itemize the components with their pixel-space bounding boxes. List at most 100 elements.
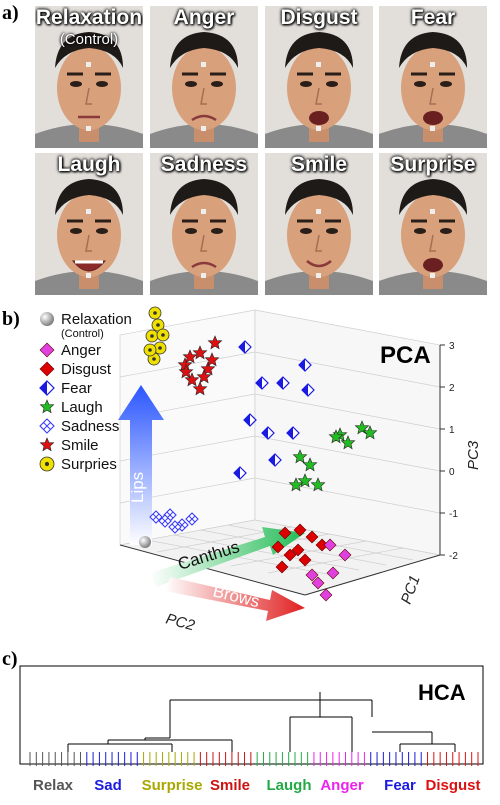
face-illustration — [265, 6, 373, 148]
face-label: Disgust — [280, 6, 358, 29]
legend-label: Laugh — [61, 399, 103, 416]
legend-marker — [39, 456, 55, 472]
pca-point — [156, 328, 170, 342]
face-photo: Laugh — [35, 153, 143, 295]
hca-leaves — [29, 752, 479, 766]
face-photo: Fear — [379, 6, 487, 148]
pc3-tick-label: 3 — [449, 341, 455, 352]
pca-point — [145, 329, 159, 343]
canthus-arrow — [150, 527, 305, 587]
pca-point — [184, 372, 200, 387]
pca-point — [283, 548, 297, 562]
pca-point — [340, 435, 356, 450]
face-label: Surprise — [390, 153, 476, 176]
hca-chart: HCA Relax Sad Surprise Smile Laugh Anger Fear D… — [19, 665, 484, 794]
pca-point — [243, 413, 257, 427]
pca-point — [192, 345, 208, 360]
pca-point — [291, 543, 305, 557]
pca-point — [192, 381, 208, 396]
pc3-tick-label: -1 — [449, 509, 458, 520]
pca-point — [298, 358, 312, 372]
pca-title: PCA — [380, 342, 431, 369]
pc3-ticks: 3 2 1 0 -1 -2 — [440, 341, 458, 562]
pca-point — [311, 576, 325, 590]
pca-point — [278, 526, 292, 540]
pca-point — [207, 335, 223, 350]
pca-box — [119, 309, 441, 596]
panel-label-c: c) — [2, 648, 18, 670]
pc3-tick-label: -2 — [449, 551, 458, 562]
legend-label: Relaxation — [61, 311, 132, 328]
pca-point — [292, 449, 308, 464]
pca-axes — [119, 345, 441, 596]
hca-category-label: Relax — [33, 777, 74, 794]
pca-point — [328, 429, 344, 444]
hca-category-label: Smile — [210, 777, 250, 794]
face-photo: Sadness — [150, 153, 258, 295]
face-photo: Anger — [150, 6, 258, 148]
pca-point — [275, 560, 289, 574]
brows-arrow-label: Brows — [211, 581, 261, 611]
pca-point — [149, 510, 163, 524]
pca-point — [288, 477, 304, 492]
pca-point — [319, 588, 333, 602]
pca-point — [238, 340, 252, 354]
face-illustration — [265, 153, 373, 295]
hca-labels: Relax Sad Surprise Smile Laugh Anger Fear Disgu… — [33, 777, 481, 794]
pca-point — [148, 306, 162, 320]
pca-point — [276, 376, 290, 390]
pca-point — [143, 343, 157, 357]
hca-category-label: Anger — [320, 777, 364, 794]
legend-sublabel: (Control) — [61, 328, 104, 340]
hca-category-label: Surprise — [142, 777, 203, 794]
legend-label: Anger — [61, 342, 101, 359]
pca-point — [323, 538, 337, 552]
legend-label: Surpries — [61, 456, 117, 473]
pca-point — [139, 536, 151, 548]
pc3-axis-label: PC3 — [465, 440, 482, 470]
face-label: Fear — [410, 6, 456, 29]
face-illustration — [35, 6, 143, 148]
legend-marker — [39, 418, 55, 434]
pc3-tick-label: 0 — [449, 467, 455, 478]
legend-label: Smile — [61, 437, 99, 454]
pca-point — [326, 566, 340, 580]
face-illustration — [379, 153, 487, 295]
face-illustration — [379, 6, 487, 148]
pca-point — [301, 383, 315, 397]
face-illustration — [150, 6, 258, 148]
legend-marker — [39, 399, 55, 414]
pca-point — [305, 568, 319, 582]
pca-point — [298, 553, 312, 567]
pca-point — [310, 477, 326, 492]
face-photo: Relaxation (Control) — [35, 6, 143, 148]
pca-point — [293, 523, 307, 537]
face-sublabel: (Control) — [59, 31, 119, 48]
hca-category-label: Sad — [94, 777, 122, 794]
pca-point — [305, 530, 319, 544]
pca-point — [204, 352, 220, 367]
hca-category-label: Fear — [384, 777, 416, 794]
pca-point — [151, 318, 165, 332]
face-photo: Disgust — [265, 6, 373, 148]
pca-point — [158, 514, 172, 528]
legend-label: Sadness — [61, 418, 119, 435]
pc3-tick-label: 1 — [449, 425, 455, 436]
pca-point — [268, 453, 282, 467]
pca-point — [286, 426, 300, 440]
legend-marker — [39, 361, 55, 377]
pca-point — [271, 540, 285, 554]
face-label: Anger — [173, 6, 235, 29]
legend-label: Fear — [61, 380, 92, 397]
legend-marker — [39, 342, 55, 358]
pca-point — [168, 520, 182, 534]
hca-title: HCA — [418, 680, 466, 705]
brows-arrow — [165, 577, 305, 621]
face-photo: Surprise — [379, 153, 487, 295]
pca-point — [178, 364, 194, 379]
pc2-axis-label: PC2 — [164, 610, 197, 634]
pca-point — [233, 466, 247, 480]
face-illustration — [150, 153, 258, 295]
legend-marker — [40, 312, 54, 326]
